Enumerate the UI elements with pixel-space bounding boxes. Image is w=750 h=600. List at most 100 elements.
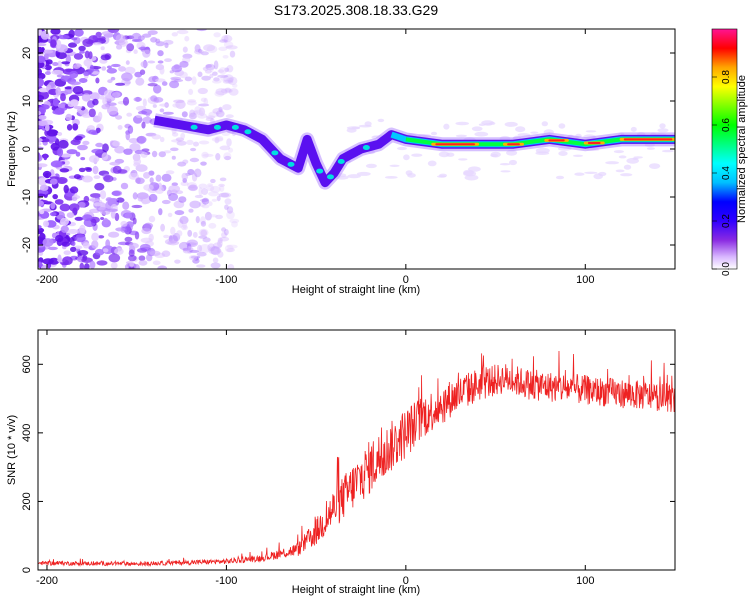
noise-blob: [188, 89, 193, 95]
noise-blob: [46, 59, 53, 64]
noise-blob: [584, 172, 597, 174]
noise-blob: [144, 223, 153, 229]
noise-blob: [206, 185, 214, 191]
noise-blob: [92, 99, 98, 106]
noise-blob: [77, 145, 88, 151]
spectrogram-y-tick-label: 0: [21, 146, 33, 152]
noise-blob: [111, 262, 118, 269]
noise-blob: [67, 212, 75, 218]
noise-blob: [202, 204, 210, 208]
noise-blob: [347, 128, 357, 133]
noise-blob: [184, 36, 189, 42]
colorbar-tick-label: 0.4: [721, 166, 732, 180]
chart-title: S173.2025.308.18.33.G29: [274, 2, 438, 18]
noise-blob: [222, 133, 230, 136]
noise-blob: [58, 35, 70, 39]
noise-blob: [134, 158, 142, 165]
noise-blob: [135, 78, 144, 86]
noise-blob: [649, 163, 660, 169]
noise-blob: [133, 218, 137, 225]
noise-blob: [194, 49, 204, 55]
noise-blob: [152, 134, 161, 139]
noise-blob: [136, 115, 142, 118]
ridge-spot: [214, 125, 221, 130]
noise-blob: [42, 258, 53, 264]
snr-x-tick-label: -100: [215, 575, 237, 587]
snr-y-tick-label: 400: [21, 424, 33, 442]
noise-blob: [616, 170, 625, 173]
noise-blob: [72, 123, 78, 130]
noise-blob: [347, 174, 361, 178]
noise-blob: [149, 194, 158, 202]
noise-blob: [149, 234, 154, 242]
spectrogram-y-tick-label: -20: [21, 237, 33, 253]
noise-blob: [196, 216, 200, 223]
noise-blob: [52, 62, 58, 66]
noise-blob: [146, 113, 151, 117]
noise-blob: [198, 72, 203, 78]
noise-blob: [149, 216, 155, 223]
noise-blob: [378, 119, 385, 122]
noise-blob: [82, 176, 93, 183]
noise-blob: [134, 72, 142, 78]
colorbar-tick-label: 0.2: [721, 214, 732, 228]
noise-blob: [593, 173, 603, 179]
noise-blob: [67, 149, 78, 154]
noise-blob: [208, 223, 216, 229]
noise-blob: [199, 187, 203, 196]
noise-blob: [141, 61, 149, 67]
snr-x-tick-label: 100: [576, 575, 594, 587]
noise-blob: [115, 227, 125, 231]
noise-blob: [60, 93, 66, 101]
noise-blob: [227, 264, 234, 271]
noise-blob: [458, 158, 467, 160]
noise-blob: [109, 253, 121, 262]
noise-blob: [465, 175, 479, 181]
noise-blob: [85, 51, 90, 59]
noise-blob: [154, 97, 164, 103]
noise-blob: [48, 247, 58, 250]
noise-blob: [586, 130, 597, 132]
noise-blob: [126, 60, 130, 65]
noise-blob: [51, 70, 63, 75]
noise-blob: [55, 235, 63, 242]
noise-blob: [91, 149, 103, 154]
noise-blob: [129, 261, 134, 268]
noise-blob: [187, 230, 192, 237]
noise-blob: [36, 43, 47, 46]
noise-blob: [117, 169, 127, 173]
noise-blob: [162, 174, 172, 182]
noise-blob: [142, 49, 150, 58]
noise-blob: [439, 174, 447, 178]
noise-blob: [189, 201, 200, 209]
noise-blob: [542, 121, 548, 126]
snr-y-axis-label: SNR (10 * v/v): [6, 415, 18, 485]
noise-blob: [193, 232, 198, 238]
noise-blob: [153, 261, 161, 266]
noise-blob: [88, 130, 97, 135]
noise-blob: [182, 111, 188, 117]
noise-blob: [108, 232, 119, 238]
colorbar-tick-label: 0.0: [721, 262, 732, 276]
noise-blob: [224, 205, 229, 210]
noise-blob: [59, 103, 65, 108]
noise-blob: [559, 123, 566, 128]
noise-blob: [115, 115, 122, 120]
noise-blob: [631, 127, 637, 132]
noise-blob: [187, 101, 197, 106]
noise-blob: [213, 258, 219, 263]
noise-blob: [158, 208, 162, 215]
noise-blob: [38, 73, 46, 79]
ridge-spot: [288, 162, 295, 167]
noise-blob: [194, 106, 201, 114]
noise-blob: [124, 237, 132, 242]
noise-blob: [89, 198, 100, 202]
noise-blob: [52, 110, 64, 115]
figure: S173.2025.308.18.33.G29 -200 -100 0 100 201…: [0, 0, 750, 600]
noise-blob: [126, 113, 132, 117]
noise-blob: [126, 43, 134, 51]
noise-blob: [36, 194, 46, 197]
ridge-spot: [338, 159, 345, 164]
noise-blob: [159, 104, 169, 107]
noise-blob: [38, 115, 46, 120]
